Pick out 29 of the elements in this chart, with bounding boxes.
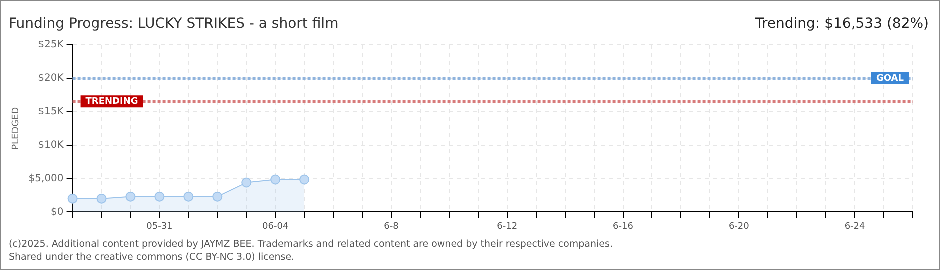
x-tick-label: 6-20 — [728, 222, 750, 232]
x-tick-label: 05-31 — [146, 222, 173, 232]
text: Shared under the creative commons (CC BY-NC 3.0) license. — [9, 252, 295, 263]
point — [126, 192, 136, 202]
text: (c)2025. Additional content provided by JAYMZ BEE. Trademarks and related content are owned by their respective companies. — [9, 239, 613, 250]
chart-title: Funding Progress: LUCKY STRIKES - a short film — [9, 16, 339, 32]
point — [212, 192, 223, 202]
point — [96, 194, 107, 204]
y-tick-label: $15K — [38, 106, 64, 118]
ref-line-label: TRENDING — [86, 96, 138, 107]
y-tick-label: $5,000 — [28, 173, 64, 184]
point — [300, 174, 310, 185]
y-tick-label: $25K — [38, 40, 64, 51]
y-tick-label: $10K — [38, 140, 64, 151]
x-tick-label: 06-04 — [262, 222, 289, 232]
y-tick-label: $0 — [51, 206, 64, 218]
y-tick-label: $20K — [38, 73, 64, 84]
point — [68, 194, 78, 204]
point — [184, 192, 194, 202]
y-axis-title: PLEDGED — [12, 107, 22, 150]
x-tick-label: 6-24 — [844, 222, 866, 232]
point — [154, 192, 165, 202]
point — [270, 174, 281, 185]
ref-line-label: GOAL — [876, 74, 904, 84]
x-tick-label: 6-12 — [497, 222, 518, 232]
point — [242, 178, 252, 188]
x-tick-label: 6-16 — [613, 222, 634, 232]
x-tick-label: 6-8 — [384, 222, 400, 232]
chart-subtitle: Trending: $16,533 (82%) — [754, 16, 929, 32]
